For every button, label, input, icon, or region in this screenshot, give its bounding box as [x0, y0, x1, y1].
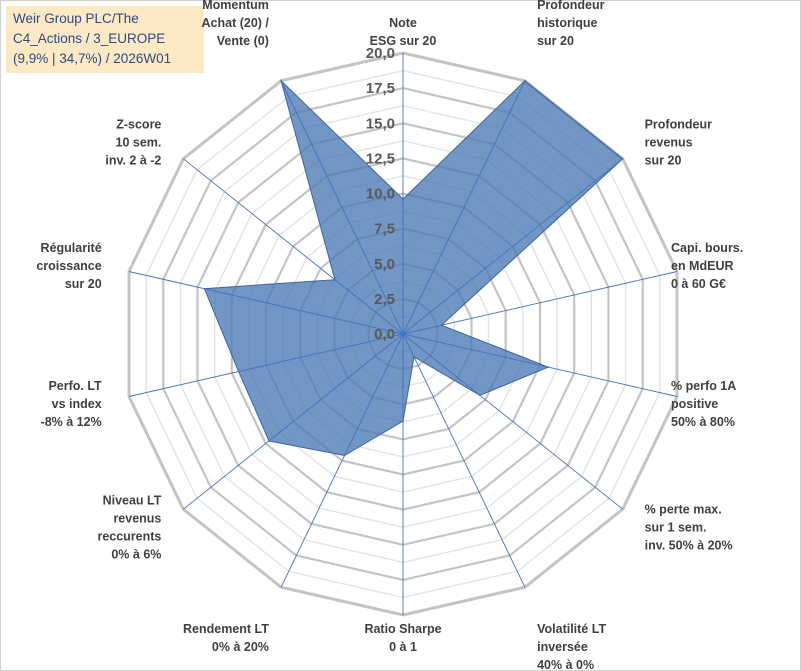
axis-label-line: % perfo 1A	[671, 379, 736, 393]
axis-label-line: 0 à 60 G€	[671, 277, 726, 291]
axis-label-line: Profondeur	[537, 0, 604, 12]
axis-label-line: croissance	[36, 259, 101, 273]
axis-label-line: Capi. bours.	[671, 241, 743, 255]
axis-label-line: revenus	[645, 135, 693, 149]
axis-label-line: % perte max.	[645, 503, 722, 517]
axis-label-2: Profondeur revenus sur 20	[645, 117, 712, 167]
radar-spoke	[128, 271, 404, 335]
tick-label: 15,0	[366, 115, 395, 132]
radar-spoke	[183, 158, 404, 335]
tick-label: 2,5	[374, 291, 395, 308]
radar-spoke	[280, 80, 404, 335]
axis-label-line: en MdEUR	[671, 259, 734, 273]
axis-label-line: sur 20	[645, 153, 682, 167]
axis-label-0: Note ESG sur 20	[370, 16, 437, 48]
axis-label-line: 50% à 80%	[671, 415, 735, 429]
axis-label-13: Momentum Achat (20) / Vente (0)	[202, 0, 270, 48]
chart-title-line-1: Weir Group PLC/The	[13, 11, 139, 26]
radar-spoke	[402, 333, 678, 397]
radar-spoke	[183, 333, 404, 510]
axis-label-line: Z-score	[116, 117, 161, 131]
axis-label-line: sur 20	[65, 277, 102, 291]
radar-spokes	[128, 53, 678, 615]
axis-label-10: Perfo. LT vs index -8% à 12%	[41, 379, 103, 429]
axis-label-line: reccurents	[97, 530, 161, 544]
axis-label-line: sur 20	[537, 34, 574, 48]
axis-label-line: Profondeur	[645, 117, 712, 131]
axis-label-12: Z-score 10 sem. inv. 2 à -2	[105, 117, 161, 167]
axis-label-6: Volatilité LT inversée 40% à 0%	[537, 622, 606, 671]
axis-label-line: 0% à 6%	[111, 548, 161, 562]
tick-label: 17,5	[366, 80, 395, 97]
axis-label-line: Achat (20) /	[202, 16, 270, 30]
axis-label-line: revenus	[113, 512, 161, 526]
radar-spoke	[128, 333, 404, 397]
radar-spoke	[402, 333, 623, 510]
radar-spoke	[402, 333, 526, 588]
chart-title-line-2: C4_Actions / 3_EUROPE	[13, 31, 166, 46]
chart-title-line-3: (9,9% | 34,7%) / 2026W01	[13, 51, 172, 66]
radar-axis-labels: Note ESG sur 20 Profondeur historique sur 20…	[36, 0, 743, 671]
axis-label-line: inv. 2 à -2	[105, 153, 161, 167]
axis-label-7: Ratio Sharpe 0 à 1	[364, 622, 441, 654]
axis-label-5: % perte max. sur 1 sem. inv. 50% à 20%	[645, 503, 733, 553]
axis-label-line: Rendement LT	[183, 622, 269, 636]
axis-label-11: Régularité croissance sur 20	[36, 241, 101, 291]
axis-label-line: positive	[671, 397, 718, 411]
tick-label: 7,5	[374, 221, 395, 238]
axis-label-line: historique	[537, 16, 597, 30]
tick-label: 20,0	[366, 45, 395, 62]
axis-label-line: 0% à 20%	[212, 640, 269, 654]
axis-label-line: Ratio Sharpe	[364, 622, 441, 636]
axis-label-line: inversée	[537, 640, 588, 654]
axis-label-9: Niveau LT revenus reccurents 0% à 6%	[97, 494, 161, 562]
axis-label-line: inv. 50% à 20%	[645, 539, 733, 553]
axis-label-1: Profondeur historique sur 20	[537, 0, 604, 48]
axis-label-line: 10 sem.	[116, 135, 162, 149]
axis-label-line: vs index	[52, 397, 102, 411]
axis-label-line: -8% à 12%	[41, 415, 102, 429]
axis-label-line: ESG sur 20	[370, 34, 437, 48]
tick-label: 0,0	[374, 326, 395, 343]
axis-label-3: Capi. bours. en MdEUR 0 à 60 G€	[671, 241, 743, 291]
axis-label-line: sur 1 sem.	[645, 521, 707, 535]
axis-label-line: Note	[389, 16, 417, 30]
axis-label-4: % perfo 1A positive 50% à 80%	[671, 379, 736, 429]
radar-tick-labels: 0,0 2,5 5,0 7,5 10,0 12,5 15,0 17,5 20,0	[366, 45, 395, 343]
radar-spoke	[402, 271, 678, 335]
chart-title-box: Weir Group PLC/The C4_Actions / 3_EUROPE…	[6, 6, 204, 73]
axis-label-line: Niveau LT	[103, 494, 162, 508]
axis-label-line: Vente (0)	[217, 34, 269, 48]
axis-label-line: Régularité	[41, 241, 102, 255]
tick-label: 12,5	[366, 150, 395, 167]
axis-label-line: 0 à 1	[389, 640, 417, 654]
radar-spoke	[402, 80, 526, 335]
radar-spoke	[280, 333, 404, 588]
axis-label-line: Momentum	[202, 0, 269, 12]
tick-label: 5,0	[374, 256, 395, 273]
axis-label-line: Perfo. LT	[48, 379, 102, 393]
tick-label: 10,0	[366, 186, 395, 203]
axis-label-line: Volatilité LT	[537, 622, 606, 636]
axis-label-line: 40% à 0%	[537, 658, 594, 671]
radar-spoke	[402, 158, 623, 335]
axis-label-8: Rendement LT 0% à 20%	[183, 622, 269, 654]
